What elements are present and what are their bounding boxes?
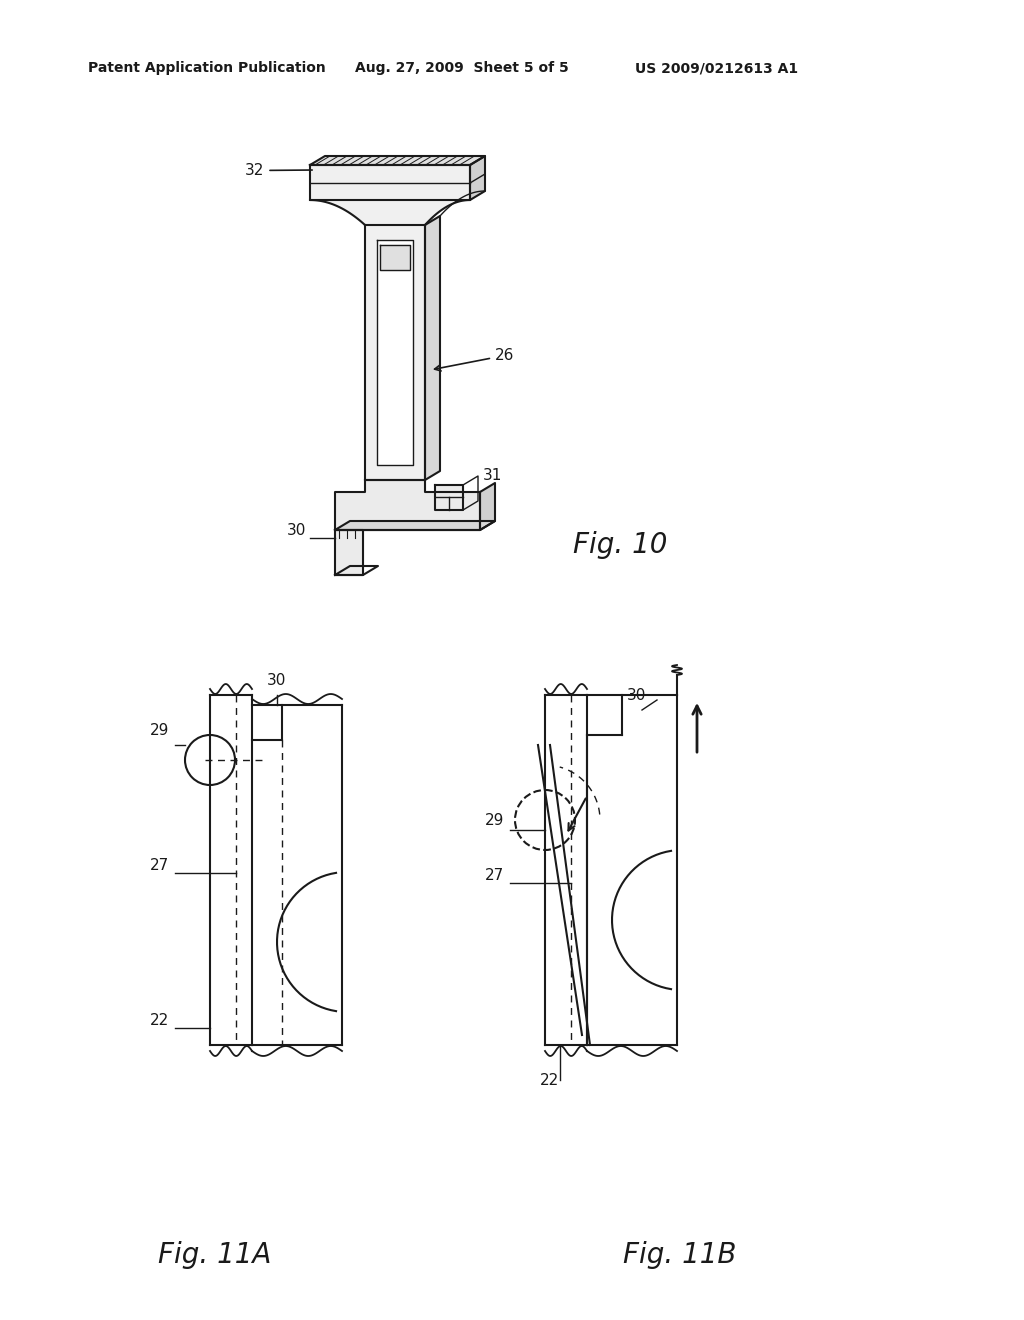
Text: 31: 31 [483, 469, 503, 483]
Text: 27: 27 [150, 858, 169, 873]
Polygon shape [365, 224, 425, 480]
Text: 29: 29 [150, 723, 169, 738]
Text: Fig. 11B: Fig. 11B [624, 1241, 736, 1269]
Text: 22: 22 [150, 1012, 169, 1028]
Polygon shape [470, 156, 485, 201]
Polygon shape [377, 240, 413, 465]
Polygon shape [310, 156, 485, 165]
Text: 32: 32 [245, 162, 312, 178]
Text: 30: 30 [267, 673, 287, 688]
Text: Fig. 10: Fig. 10 [572, 531, 668, 558]
Polygon shape [480, 483, 495, 531]
Text: Fig. 11A: Fig. 11A [159, 1241, 271, 1269]
Polygon shape [310, 165, 470, 201]
Text: Aug. 27, 2009  Sheet 5 of 5: Aug. 27, 2009 Sheet 5 of 5 [355, 61, 568, 75]
Text: 29: 29 [485, 813, 505, 828]
Text: Patent Application Publication: Patent Application Publication [88, 61, 326, 75]
Polygon shape [435, 484, 463, 510]
Polygon shape [335, 531, 362, 576]
Text: 22: 22 [540, 1073, 559, 1088]
Text: 30: 30 [627, 688, 646, 704]
Text: 27: 27 [485, 869, 504, 883]
Text: 26: 26 [434, 348, 514, 371]
Text: US 2009/0212613 A1: US 2009/0212613 A1 [635, 61, 798, 75]
Polygon shape [335, 521, 495, 531]
Polygon shape [310, 201, 470, 224]
Text: 30: 30 [287, 523, 306, 539]
Polygon shape [380, 246, 410, 271]
Polygon shape [425, 216, 440, 480]
Polygon shape [335, 480, 480, 531]
